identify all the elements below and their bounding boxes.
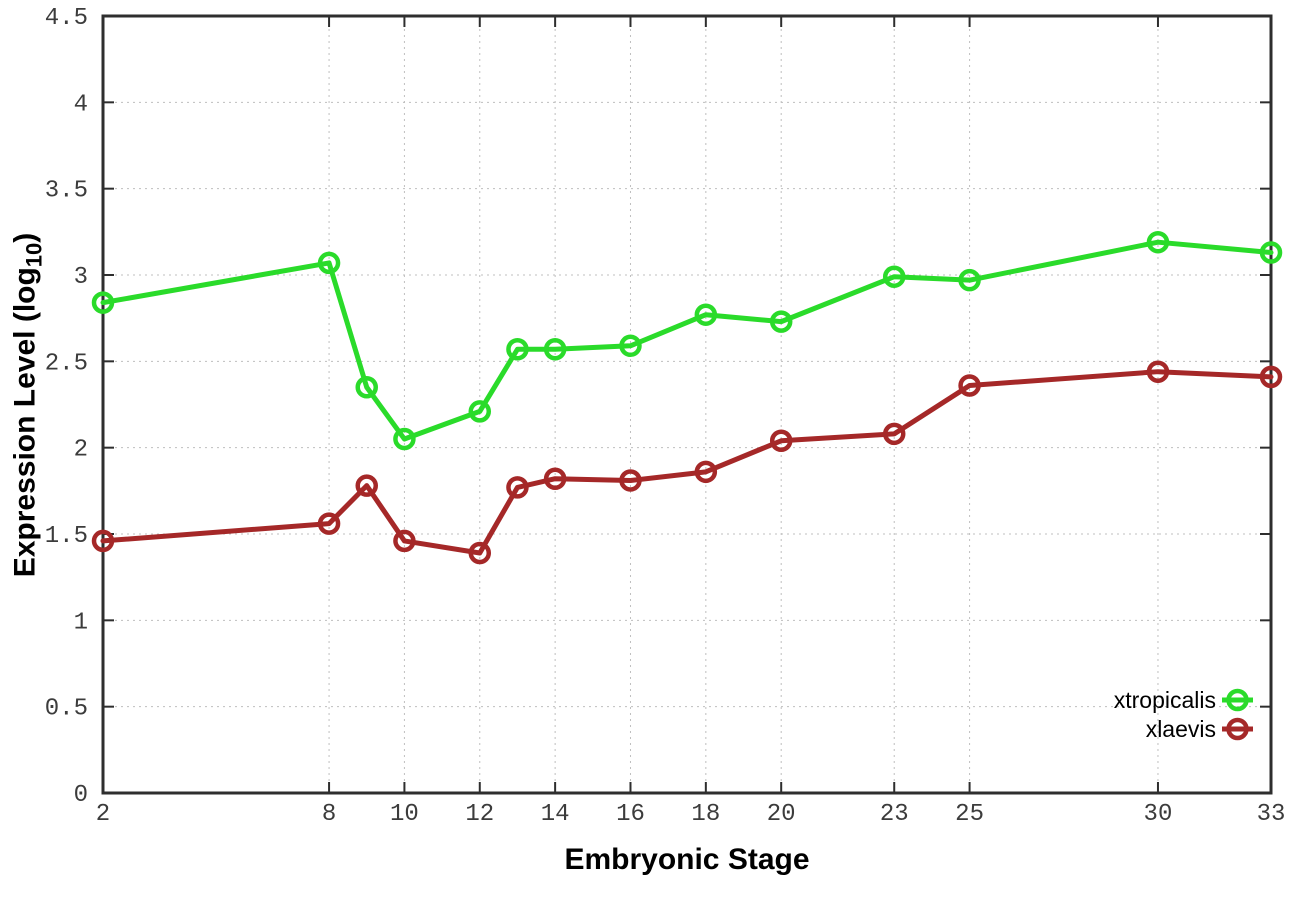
series-xlaevis xyxy=(91,360,1283,565)
data-point xyxy=(1146,360,1170,383)
data-point xyxy=(694,460,718,484)
data-point xyxy=(317,512,341,535)
x-tick-label: 25 xyxy=(955,801,984,828)
y-axis-title: Expression Level (log10) xyxy=(9,233,48,578)
data-point xyxy=(958,374,981,397)
x-tick-label: 12 xyxy=(465,801,494,828)
x-tick-label: 8 xyxy=(322,801,336,828)
data-point xyxy=(1259,241,1283,264)
x-tick-label: 23 xyxy=(880,801,909,828)
y-tick-label: 4.5 xyxy=(45,5,88,32)
y-tick-label: 0.5 xyxy=(45,696,88,723)
data-point xyxy=(694,303,718,326)
x-tick-label: 2 xyxy=(96,801,110,828)
data-point xyxy=(619,469,642,492)
data-point xyxy=(769,429,793,453)
data-point xyxy=(769,310,793,333)
x-tick-label: 16 xyxy=(616,801,645,828)
data-point xyxy=(91,291,115,314)
y-tick-label: 0 xyxy=(74,782,88,809)
legend-item-xlaevis: xlaevis xyxy=(1146,716,1253,742)
data-point xyxy=(1259,365,1283,389)
y-tick-label: 2 xyxy=(74,437,88,464)
y-axis-title-main: Expression Level (log xyxy=(8,267,42,578)
data-point xyxy=(468,541,492,565)
y-tick-label: 1 xyxy=(74,609,88,636)
data-point xyxy=(393,529,416,553)
data-point xyxy=(468,400,492,423)
data-point xyxy=(506,476,529,499)
legend-label: xtropicalis xyxy=(1114,687,1216,713)
data-point xyxy=(543,337,567,361)
x-tick-label: 18 xyxy=(691,801,720,828)
data-point xyxy=(506,337,529,361)
data-point xyxy=(882,422,906,446)
y-tick-label: 2.5 xyxy=(45,350,88,377)
data-point xyxy=(543,467,567,490)
series-line-xlaevis xyxy=(100,369,1274,556)
data-point xyxy=(882,265,906,288)
legend-item-xtropicalis: xtropicalis xyxy=(1114,687,1253,713)
y-tick-label: 4 xyxy=(74,91,88,118)
series-xtropicalis xyxy=(91,230,1283,451)
x-tick-label: 30 xyxy=(1144,801,1173,828)
data-point xyxy=(619,334,642,358)
tick-labels: 2 8 10 12 14 16 18 20 23 25 30 33 0 0.5 1 1.5 2 2.5 3 3.5 4 4… xyxy=(45,5,1286,828)
x-axis-title: Embryonic Stage xyxy=(564,843,810,876)
data-point xyxy=(1146,230,1170,254)
data-point xyxy=(958,268,981,292)
data-point xyxy=(317,251,341,275)
x-tick-label: 14 xyxy=(541,801,570,828)
grid xyxy=(102,15,1272,794)
data-point xyxy=(393,427,416,451)
x-tick-label: 20 xyxy=(767,801,796,828)
x-tick-label: 33 xyxy=(1257,801,1286,828)
y-tick-label: 3.5 xyxy=(45,178,88,205)
data-point xyxy=(355,375,378,399)
data-point xyxy=(91,529,115,553)
legend-marker xyxy=(1226,688,1249,712)
series-line-xtropicalis xyxy=(100,239,1274,442)
data-point xyxy=(355,474,378,497)
plot-border xyxy=(101,14,1273,795)
series-group xyxy=(91,230,1283,565)
axis-ticks xyxy=(102,15,1272,794)
x-tick-label: 10 xyxy=(390,801,419,828)
y-axis-title-subscript: 10 xyxy=(21,242,47,268)
legend-marker xyxy=(1226,717,1249,741)
y-tick-label: 1.5 xyxy=(45,523,88,550)
y-axis-title-end: ) xyxy=(8,232,42,243)
y-tick-label: 3 xyxy=(74,264,88,291)
legend-label: xlaevis xyxy=(1146,716,1216,742)
legend: xtropicalis xlaevis xyxy=(1114,687,1253,742)
